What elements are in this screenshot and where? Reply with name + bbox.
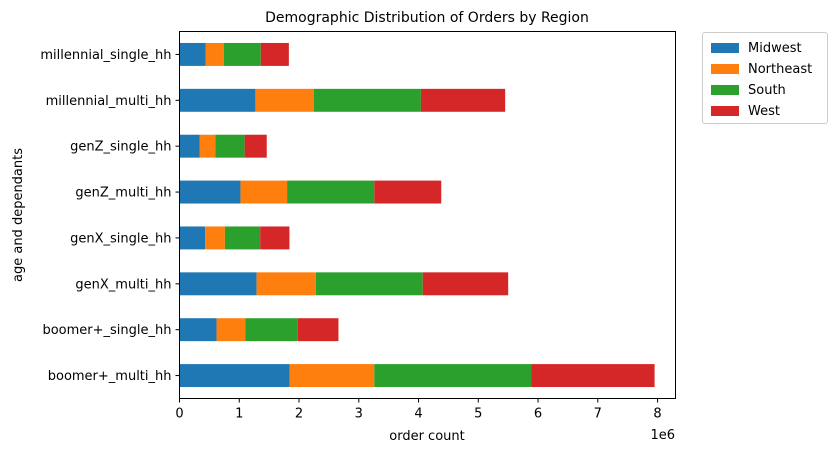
y-axis-ticks: boomer+_multi_hh boomer+_single_hh genX_mu… [40,48,180,384]
bar-midwest-genX_multi_hh [179,272,257,296]
y-tick-label: genZ_multi_hh [75,186,171,201]
bar-northeast-genZ_single_hh [199,134,216,158]
x-tick-label: 1 [235,407,243,422]
bar-south-genZ_single_hh [215,134,245,158]
y-axis-label: age and dependants [11,148,26,282]
bar-west-genZ_multi_hh [374,180,442,204]
bar-midwest-millennial_single_hh [179,42,206,66]
legend-item-northeast: Northeast [711,60,812,78]
bar-northeast-millennial_multi_hh [255,88,314,112]
bar-south-boomer+_multi_hh [374,364,532,388]
chart-title: Demographic Distribution of Orders by Re… [265,10,589,26]
x-tick-label: 0 [175,407,183,422]
legend-label: South [748,82,786,98]
y-tick-label: boomer+_multi_hh [48,369,172,384]
x-axis-offset-label: 1e6 [650,428,675,443]
y-tick-label: millennial_single_hh [40,48,171,63]
bar-northeast-genZ_multi_hh [240,180,288,204]
x-tick-label: 7 [594,407,602,422]
bar-northeast-boomer+_multi_hh [289,364,375,388]
legend-item-west: West [711,102,780,120]
bar-midwest-genX_single_hh [179,226,206,250]
legend-item-south: South [711,81,786,99]
legend-label: Midwest [748,40,802,56]
bar-northeast-genX_single_hh [205,226,225,250]
x-axis-ticks: 0 1 2 3 4 5 6 7 8 [175,398,662,422]
x-tick-label: 2 [295,407,303,422]
bar-midwest-boomer+_multi_hh [179,364,290,388]
y-tick-label: genX_single_hh [70,231,171,246]
y-tick-label: genZ_single_hh [70,140,171,155]
x-tick-label: 3 [355,407,363,422]
legend-swatch-south [711,85,739,95]
x-tick-label: 6 [534,407,542,422]
bar-midwest-millennial_multi_hh [179,88,256,112]
y-tick-label: millennial_multi_hh [46,94,172,109]
legend-item-midwest: Midwest [711,39,802,57]
bar-south-genX_multi_hh [315,272,423,296]
bar-northeast-millennial_single_hh [205,42,224,66]
legend-label: Northeast [748,61,813,77]
legend-swatch-northeast [711,64,739,74]
x-axis-label: order count [389,429,464,444]
bar-midwest-genZ_multi_hh [179,180,241,204]
x-tick-label: 8 [653,407,661,422]
axes-frame [179,31,676,399]
x-tick-label: 4 [414,407,422,422]
bar-west-genX_single_hh [260,226,290,250]
bar-northeast-genX_multi_hh [256,272,316,296]
bar-west-boomer+_single_hh [297,318,339,342]
x-tick-label: 5 [474,407,482,422]
bar-midwest-genZ_single_hh [179,134,200,158]
bar-south-genX_single_hh [224,226,261,250]
bar-west-genX_multi_hh [422,272,509,296]
legend-swatch-west [711,106,739,116]
bar-south-boomer+_single_hh [245,318,298,342]
bar-south-genZ_multi_hh [287,180,375,204]
y-tick-label: boomer+_single_hh [42,323,171,338]
legend-label: West [748,103,780,119]
legend-swatch-midwest [711,43,739,53]
bar-south-millennial_multi_hh [313,88,421,112]
bar-midwest-boomer+_single_hh [179,318,217,342]
bar-west-genZ_single_hh [244,134,267,158]
bar-south-millennial_single_hh [223,42,261,66]
bar-west-boomer+_multi_hh [531,364,655,388]
bar-west-millennial_single_hh [260,42,289,66]
legend: Midwest Northeast South West [702,32,828,124]
bar-west-millennial_multi_hh [420,88,506,112]
bar-northeast-boomer+_single_hh [216,318,246,342]
y-tick-label: genX_multi_hh [75,277,171,292]
bar-group [179,42,655,388]
